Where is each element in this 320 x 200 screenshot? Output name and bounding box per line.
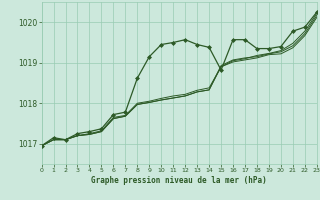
X-axis label: Graphe pression niveau de la mer (hPa): Graphe pression niveau de la mer (hPa)	[91, 176, 267, 185]
